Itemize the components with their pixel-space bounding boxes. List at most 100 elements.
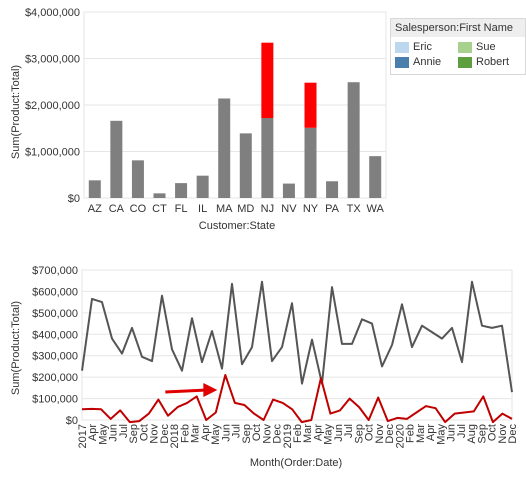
bar (347, 82, 360, 198)
bar (282, 183, 295, 198)
bar-y-tick-label: $1,000,000 (25, 147, 80, 159)
line-y-tick-label: $700,000 (32, 265, 78, 277)
line-x-tick-label: Sep (353, 424, 365, 444)
legend-label: Sue (476, 41, 496, 53)
line-x-tick-label: Jul (456, 424, 468, 438)
bar-x-tick-label: NY (303, 203, 319, 215)
line-x-tick-label: Sep (476, 424, 488, 444)
bar-y-tick-label: $4,000,000 (25, 7, 80, 19)
bar (218, 98, 231, 198)
line-x-tick-label: Dec (272, 424, 284, 444)
bar (369, 156, 382, 198)
bar-x-axis-title: Customer:State (199, 220, 275, 232)
bar-x-tick-label: NV (281, 203, 297, 215)
series-line-highlight (81, 374, 513, 424)
bar (239, 133, 252, 198)
line-x-tick-label: Dec (159, 424, 171, 444)
line-x-tick-label: Nov (497, 424, 509, 444)
bar (196, 175, 209, 198)
bar-highlight (304, 82, 317, 128)
legend-item: Sue (458, 41, 521, 53)
line-gridlines (81, 269, 513, 421)
line-x-tick-label: Sep (128, 424, 140, 444)
line-x-tick-label: Nov (261, 424, 273, 444)
line-y-tick-label: $600,000 (32, 286, 78, 298)
bar-y-tick-label: $3,000,000 (25, 54, 80, 66)
bar-x-tick-label: MA (216, 203, 233, 215)
line-y-tick-label: $200,000 (32, 372, 78, 384)
bar-y-tick-label: $2,000,000 (25, 100, 80, 112)
line-x-tick-label: 2018 (169, 424, 181, 448)
line-x-tick-label: May (435, 424, 447, 445)
bar-x-tick-label: CT (152, 203, 167, 215)
legend-items: Eric Sue Annie Robert (391, 37, 525, 74)
line-y-tick-label: $400,000 (32, 329, 78, 341)
legend-swatch (458, 41, 472, 53)
legend: Salesperson:First Name Eric Sue Annie Rober… (390, 18, 526, 75)
bar-x-tick-label: WA (367, 203, 385, 215)
bar (110, 120, 123, 198)
line-x-tick-label: Mar (302, 424, 314, 443)
bar-x-tick-label: AZ (88, 203, 102, 215)
line-x-tick-label: Feb (179, 424, 191, 443)
legend-swatch (458, 56, 472, 68)
bar (88, 180, 101, 198)
bar-gridlines (83, 11, 387, 199)
red-arrow-annotation (165, 383, 218, 397)
line-x-tick-label: May (210, 424, 222, 445)
bar (131, 160, 144, 198)
line-x-tick-label: Mar (190, 424, 202, 443)
line-x-tick-label: Oct (138, 424, 150, 441)
bar-y-tick-label: $0 (68, 193, 80, 205)
bar-x-tick-label: MD (237, 203, 254, 215)
line-x-tick-label: May (98, 424, 110, 445)
line-x-tick-label: 2020 (394, 424, 406, 448)
line-y-tick-label: $500,000 (32, 308, 78, 320)
line-x-tick-label: Apr (425, 424, 437, 441)
bar (261, 118, 274, 198)
bar-x-tick-label: CO (130, 203, 147, 215)
bar (175, 183, 188, 198)
bar (326, 181, 339, 198)
legend-item: Annie (395, 56, 458, 68)
line-x-tick-label: Nov (374, 424, 386, 444)
line-x-tick-label: Jul (343, 424, 355, 438)
line-x-tick-label: Dec (384, 424, 396, 444)
line-x-tick-label: Apr (87, 424, 99, 441)
bar-y-axis-title: Sum(Product:Total) (10, 65, 22, 159)
line-x-tick-label: Oct (251, 424, 263, 441)
bar-x-ticks: AZ CA CO CT FL IL MA MD NJ NV NY PA TX WA (88, 203, 385, 215)
line-x-tick-label: Oct (487, 424, 499, 441)
arrow-shaft (165, 388, 208, 394)
legend-swatch (395, 56, 409, 68)
line-x-tick-label: Apr (313, 424, 325, 441)
line-x-tick-label: Nov (149, 424, 161, 444)
legend-item: Robert (458, 56, 521, 68)
legend-swatch (395, 41, 409, 53)
line-x-tick-label: Jun (446, 424, 458, 442)
line-y-axis-title: Sum(Product:Total) (10, 301, 22, 395)
bar-y-ticks: $0 $1,000,000 $2,000,000 $3,000,000 $4,000,0… (25, 7, 80, 205)
line-x-tick-label: Dec (507, 424, 519, 444)
bar-x-tick-label: TX (347, 203, 362, 215)
bar-chart: $0 $1,000,000 $2,000,000 $3,000,000 $4,000,0… (10, 7, 387, 232)
line-x-axis-title: Month(Order:Date) (250, 457, 342, 469)
line-x-tick-label: 2017 (77, 424, 89, 448)
line-y-tick-label: $100,000 (32, 394, 78, 406)
bar (153, 193, 166, 198)
legend-label: Annie (413, 56, 442, 68)
bar-x-tick-label: FL (175, 203, 188, 215)
line-x-ticks: 2017AprMayJunJulSepOctNovDec2018FebMarAp… (77, 424, 519, 449)
bar-x-tick-label: PA (325, 203, 340, 215)
line-x-tick-label: Sep (241, 424, 253, 444)
line-chart: $0 $100,000 $200,000 $300,000 $400,000 $500,0… (10, 265, 519, 469)
line-x-tick-label: Apr (200, 424, 212, 441)
legend-item: Eric (395, 41, 458, 53)
line-x-tick-label: Jun (108, 424, 120, 442)
line-y-tick-label: $300,000 (32, 351, 78, 363)
line-x-tick-label: Feb (292, 424, 304, 443)
bar-highlight (261, 42, 274, 119)
legend-label: Robert (476, 56, 510, 68)
line-x-tick-label: Jul (118, 424, 130, 438)
